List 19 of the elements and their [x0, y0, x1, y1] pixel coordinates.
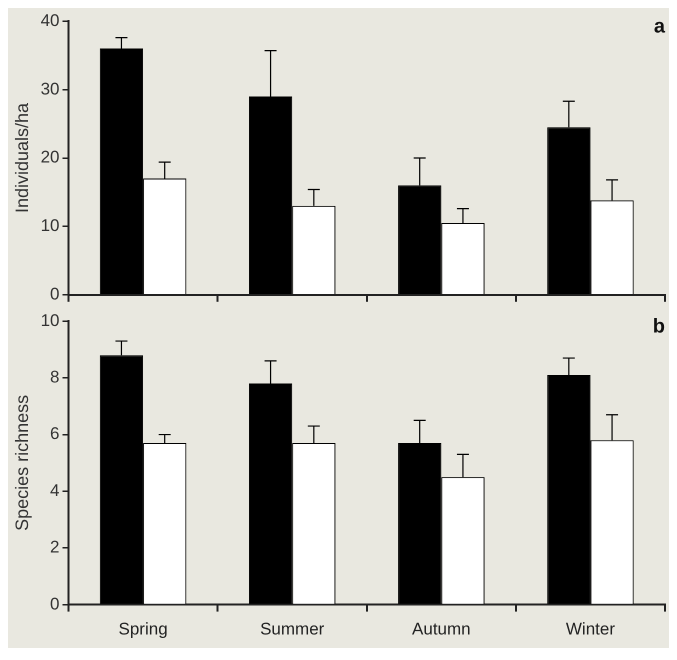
- y-tick-label: 6: [50, 424, 60, 444]
- x-tick-label: Autumn: [412, 619, 471, 638]
- x-tick-label: Winter: [566, 619, 616, 638]
- y-tick-label: 0: [50, 284, 60, 304]
- x-tick-label: Spring: [118, 619, 168, 638]
- y-tick-label: 8: [50, 368, 60, 387]
- y-tick-label: 2: [50, 538, 60, 557]
- y-tick-label: 10: [40, 310, 60, 330]
- y-axis-title: Individuals/ha: [12, 102, 32, 214]
- y-axis-title: Species richness: [12, 394, 32, 531]
- annotation: b: [652, 316, 665, 338]
- y-tick-label: 40: [40, 10, 60, 30]
- y-tick-label: 10: [40, 216, 60, 236]
- annotation: a: [654, 16, 666, 38]
- y-tick-label: 20: [40, 148, 60, 167]
- y-tick-label: 0: [50, 594, 60, 614]
- y-tick-label: 4: [50, 480, 60, 500]
- x-tick-label: Summer: [260, 619, 325, 638]
- y-tick-label: 30: [40, 79, 60, 98]
